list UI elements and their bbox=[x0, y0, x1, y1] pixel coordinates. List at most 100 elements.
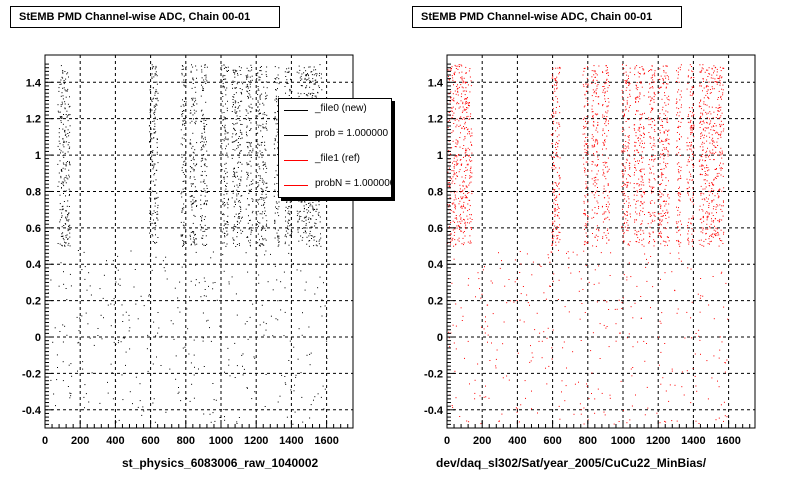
data-point bbox=[680, 177, 682, 179]
data-point bbox=[264, 227, 266, 229]
data-point bbox=[212, 288, 214, 290]
data-point bbox=[246, 78, 248, 80]
data-point bbox=[203, 128, 205, 130]
data-point bbox=[194, 366, 195, 368]
data-point bbox=[639, 239, 640, 241]
data-point bbox=[451, 117, 453, 118]
data-point bbox=[236, 236, 238, 238]
data-point bbox=[700, 185, 702, 187]
data-point bbox=[154, 128, 156, 130]
data-point bbox=[464, 136, 466, 137]
data-point bbox=[62, 70, 64, 71]
data-point bbox=[651, 65, 653, 67]
data-point bbox=[700, 70, 702, 72]
data-point bbox=[287, 232, 289, 234]
data-point bbox=[705, 173, 707, 174]
data-point bbox=[637, 183, 639, 185]
data-point bbox=[247, 86, 249, 88]
data-point bbox=[257, 100, 259, 102]
data-point bbox=[596, 143, 598, 145]
data-point bbox=[460, 213, 461, 215]
data-point bbox=[221, 165, 223, 167]
data-point bbox=[471, 229, 472, 230]
data-point bbox=[467, 84, 469, 86]
data-point bbox=[551, 243, 553, 245]
data-point bbox=[234, 76, 236, 78]
data-point bbox=[636, 183, 638, 185]
data-point bbox=[190, 201, 192, 203]
data-point bbox=[265, 71, 267, 73]
data-point bbox=[467, 133, 469, 135]
data-point bbox=[259, 113, 261, 114]
data-point bbox=[252, 210, 254, 212]
data-point bbox=[468, 421, 470, 423]
data-point bbox=[641, 135, 642, 137]
data-point bbox=[584, 148, 586, 150]
data-point bbox=[226, 107, 228, 109]
data-point bbox=[200, 141, 202, 143]
data-point bbox=[239, 110, 241, 112]
data-point bbox=[150, 192, 152, 193]
data-point bbox=[627, 230, 629, 232]
data-point bbox=[153, 174, 155, 176]
data-point bbox=[283, 271, 285, 273]
data-point bbox=[597, 202, 599, 204]
data-point bbox=[276, 82, 278, 84]
data-point bbox=[311, 74, 313, 76]
data-point bbox=[593, 125, 595, 127]
data-point bbox=[706, 92, 708, 94]
data-point bbox=[679, 192, 681, 194]
data-point bbox=[628, 198, 630, 200]
data-point bbox=[235, 176, 237, 178]
data-point bbox=[466, 149, 468, 151]
data-point bbox=[460, 230, 461, 232]
data-point bbox=[637, 151, 639, 153]
data-point bbox=[703, 87, 705, 89]
data-point bbox=[649, 216, 651, 217]
data-point bbox=[714, 195, 716, 197]
data-point bbox=[260, 144, 262, 146]
data-point bbox=[629, 168, 631, 170]
data-point bbox=[653, 96, 655, 98]
data-point bbox=[676, 231, 678, 233]
data-point bbox=[467, 103, 469, 105]
data-point bbox=[156, 146, 158, 148]
data-point bbox=[648, 164, 650, 165]
data-point bbox=[77, 370, 78, 372]
data-point bbox=[690, 88, 692, 90]
data-point bbox=[239, 70, 241, 71]
data-point bbox=[602, 148, 603, 150]
data-point bbox=[226, 243, 228, 245]
data-point bbox=[248, 92, 250, 94]
data-point bbox=[638, 185, 640, 187]
data-point bbox=[637, 200, 639, 202]
data-point bbox=[182, 234, 184, 236]
data-point bbox=[314, 95, 316, 97]
data-point bbox=[447, 185, 449, 187]
data-point bbox=[277, 123, 279, 125]
data-point bbox=[456, 143, 458, 145]
data-point bbox=[716, 83, 718, 85]
data-point bbox=[225, 162, 227, 164]
data-point bbox=[190, 71, 192, 73]
data-point bbox=[199, 224, 201, 226]
data-point bbox=[584, 210, 586, 212]
data-point bbox=[465, 108, 467, 110]
data-point bbox=[63, 193, 64, 194]
data-point bbox=[622, 111, 624, 113]
data-point bbox=[713, 206, 715, 207]
data-point bbox=[266, 76, 268, 77]
data-point bbox=[665, 148, 667, 150]
data-point bbox=[586, 77, 588, 79]
data-point bbox=[232, 239, 234, 241]
data-point bbox=[459, 188, 461, 190]
data-point bbox=[308, 245, 310, 247]
data-point bbox=[679, 155, 681, 156]
data-point bbox=[608, 212, 610, 214]
data-point bbox=[274, 116, 276, 118]
data-point bbox=[183, 79, 185, 81]
data-point bbox=[69, 273, 71, 275]
data-point bbox=[701, 192, 703, 194]
data-point bbox=[584, 140, 586, 142]
data-point bbox=[69, 194, 70, 195]
